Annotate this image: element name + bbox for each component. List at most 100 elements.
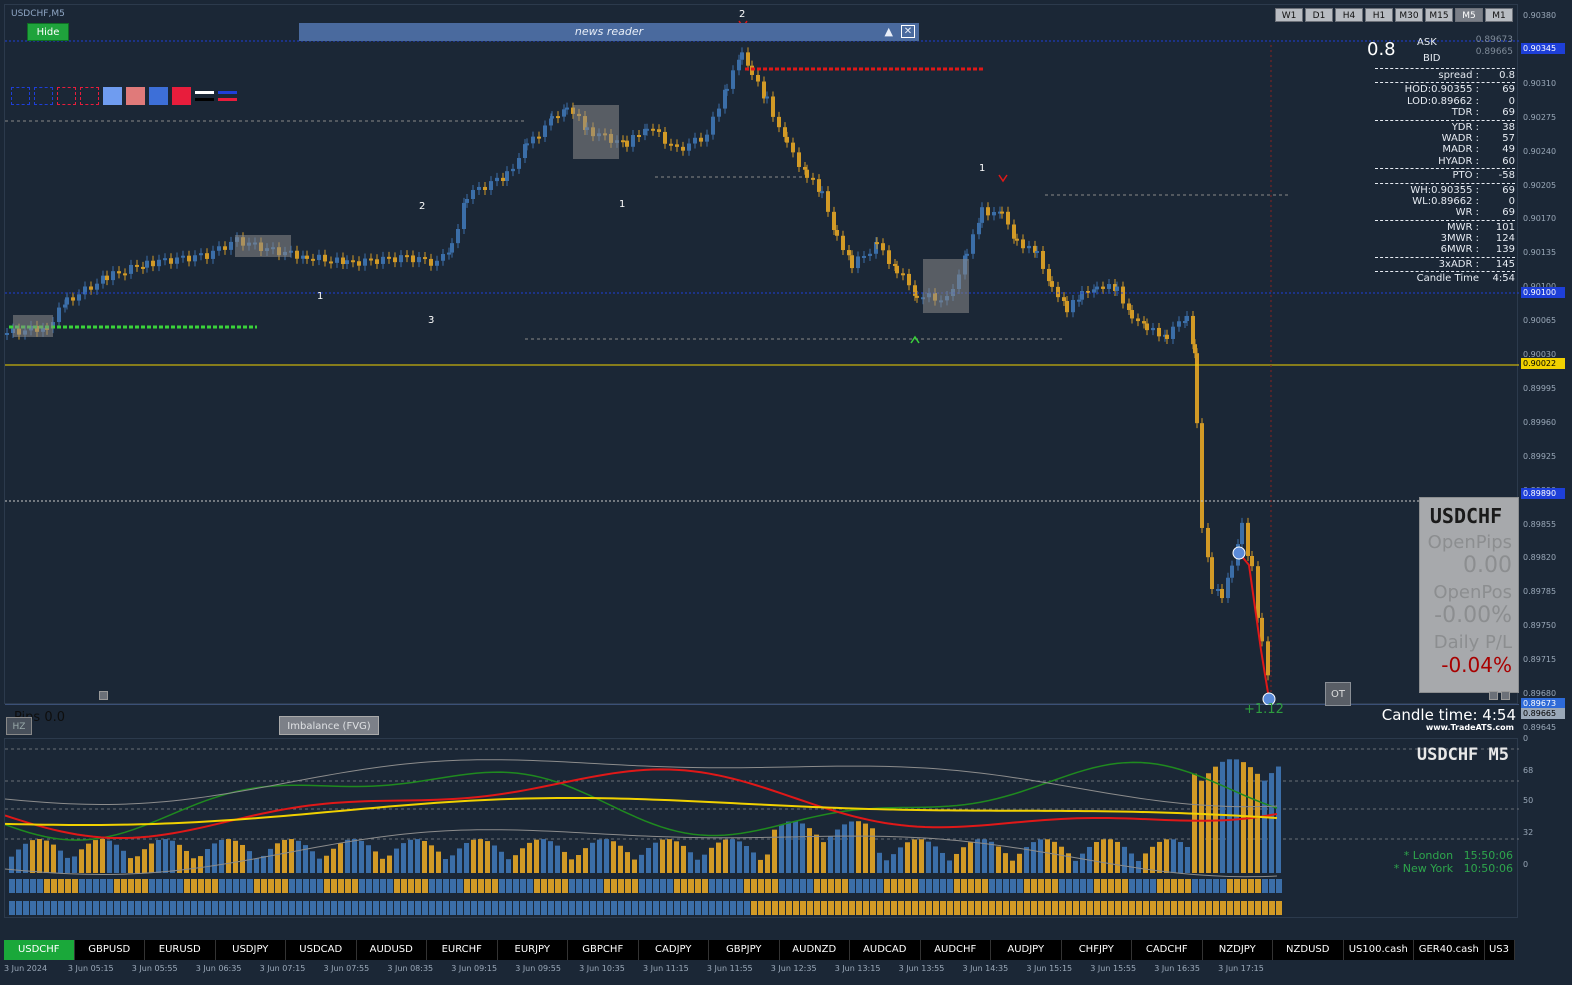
volume-bar <box>345 839 350 873</box>
symbol-tab-cadjpy[interactable]: CADJPY <box>638 940 709 960</box>
strength-cell <box>142 901 148 915</box>
hz-button[interactable]: HZ <box>6 717 32 735</box>
volume-bar <box>695 859 700 873</box>
symbol-tab-eurjpy[interactable]: EURJPY <box>497 940 568 960</box>
symbol-tab-gbpusd[interactable]: GBPUSD <box>74 940 145 960</box>
indicator-panel[interactable]: USDCHF M5 * London 15:50:06 * New York 1… <box>4 738 1519 919</box>
symbol-tab-nzdjpy[interactable]: NZDJPY <box>1202 940 1273 960</box>
timeframe-h4[interactable]: H4 <box>1335 8 1363 22</box>
collapse-up-icon[interactable]: ▲ <box>884 25 893 38</box>
strength-cell <box>737 901 743 915</box>
color-swatch[interactable] <box>11 87 30 105</box>
volume-bar <box>653 842 658 873</box>
indicator-canvas[interactable] <box>5 739 1519 919</box>
strength-cell <box>604 901 610 915</box>
color-swatch[interactable] <box>57 87 76 105</box>
strength-cell <box>268 879 274 893</box>
symbol-tab-us3[interactable]: US3 <box>1484 940 1515 960</box>
news-reader-bar[interactable]: news reader ▲ ✕ <box>299 23 919 41</box>
symbol-tab-gbpchf[interactable]: GBPCHF <box>568 940 639 960</box>
hide-button[interactable]: Hide <box>27 23 69 41</box>
timeframe-d1[interactable]: D1 <box>1305 8 1333 22</box>
candle-body <box>399 255 403 263</box>
symbol-tab-nzdusd[interactable]: NZDUSD <box>1273 940 1344 960</box>
timeframe-m1[interactable]: M1 <box>1485 8 1513 22</box>
timeframe-w1[interactable]: W1 <box>1275 8 1303 22</box>
candle-body <box>89 286 93 290</box>
strength-cell <box>282 901 288 915</box>
strength-cell <box>79 879 85 893</box>
close-icon[interactable]: ✕ <box>901 25 915 38</box>
candle-body <box>1200 423 1204 528</box>
symbol-tab-audjpy[interactable]: AUDJPY <box>991 940 1062 960</box>
candle-body <box>705 134 709 142</box>
small-square-button[interactable] <box>99 691 108 700</box>
volume-bar <box>86 843 91 873</box>
strength-cell <box>877 901 883 915</box>
bid-value: 0.89665 <box>1475 47 1513 57</box>
symbol-tab-ger40.cash[interactable]: GER40.cash <box>1414 940 1485 960</box>
open-pos-value: -0.00% <box>1434 603 1512 628</box>
position-symbol: USDCHF <box>1429 504 1503 528</box>
small-square-button[interactable] <box>1489 691 1498 700</box>
candle-body <box>549 118 553 126</box>
price-chart-canvas[interactable]: 2 2 1 1 3 1 <box>5 5 1519 705</box>
color-swatch[interactable] <box>172 87 191 105</box>
imbalance-fvg-button[interactable]: Imbalance (FVG) <box>279 716 379 735</box>
color-swatch[interactable] <box>218 91 237 101</box>
volume-bar <box>611 841 616 873</box>
timeframe-m15[interactable]: M15 <box>1425 8 1453 22</box>
timeframe-m30[interactable]: M30 <box>1395 8 1423 22</box>
candle-body <box>868 253 872 256</box>
color-swatch[interactable] <box>80 87 99 105</box>
candle-body <box>874 242 878 254</box>
symbol-tab-gbpjpy[interactable]: GBPJPY <box>709 940 780 960</box>
ot-button[interactable]: OT <box>1325 682 1351 706</box>
symbol-tab-eurchf[interactable]: EURCHF <box>427 940 498 960</box>
timeframe-h1[interactable]: H1 <box>1365 8 1393 22</box>
strength-cell <box>590 901 596 915</box>
color-swatch[interactable] <box>34 87 53 105</box>
symbol-tab-cadchf[interactable]: CADCHF <box>1132 940 1203 960</box>
strength-cell <box>646 901 652 915</box>
volume-bar <box>37 839 42 873</box>
strength-cell <box>534 901 540 915</box>
symbol-tab-audcad[interactable]: AUDCAD <box>850 940 921 960</box>
strength-cell <box>709 879 715 893</box>
symbol-tab-usdchf[interactable]: USDCHF <box>4 940 75 960</box>
strength-cell <box>772 901 778 915</box>
volume-bar <box>205 849 210 873</box>
symbol-tab-chfjpy[interactable]: CHFJPY <box>1061 940 1132 960</box>
volume-bar <box>247 851 252 873</box>
symbol-tab-us100.cash[interactable]: US100.cash <box>1343 940 1414 960</box>
symbol-tab-audnzd[interactable]: AUDNZD <box>779 940 850 960</box>
color-swatch[interactable] <box>103 87 122 105</box>
candle-body <box>187 255 191 262</box>
strength-cell <box>982 879 988 893</box>
strength-cell <box>835 879 841 893</box>
candle-body <box>211 250 215 259</box>
color-swatch[interactable] <box>149 87 168 105</box>
swing-label: 1 <box>317 291 323 302</box>
symbol-tab-audchf[interactable]: AUDCHF <box>920 940 991 960</box>
small-square-button[interactable] <box>1501 691 1510 700</box>
color-swatch[interactable] <box>126 87 145 105</box>
timeframe-m5[interactable]: M5 <box>1455 8 1483 22</box>
info-row-key: Candle Time <box>1416 273 1479 285</box>
volume-bar <box>135 856 140 873</box>
symbol-tab-eurusd[interactable]: EURUSD <box>145 940 216 960</box>
price-chart[interactable]: 2 2 1 1 3 1 USDCHF,M5 Hide news reader ▲ ✕ W1… <box>4 4 1519 706</box>
volume-bar <box>1171 839 1176 873</box>
candle-body <box>83 286 87 295</box>
symbol-tab-audusd[interactable]: AUDUSD <box>356 940 427 960</box>
strength-cell <box>660 879 666 893</box>
candle-body <box>1041 251 1045 269</box>
symbol-tab-usdcad[interactable]: USDCAD <box>286 940 357 960</box>
symbol-tab-usdjpy[interactable]: USDJPY <box>215 940 286 960</box>
color-swatch[interactable] <box>195 91 214 101</box>
volume-bar <box>961 847 966 873</box>
strength-cell <box>884 879 890 893</box>
price-tick-label: 0.90310 <box>1523 78 1557 88</box>
candle-body <box>1021 239 1025 249</box>
info-row-value: 57 <box>1502 132 1515 144</box>
